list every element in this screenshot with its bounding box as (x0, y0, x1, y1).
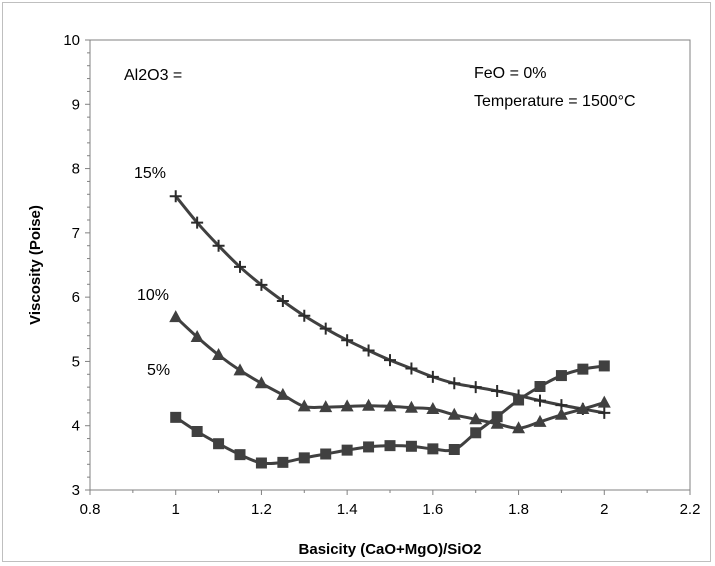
y-tick-label: 4 (72, 418, 80, 435)
data-point-square (534, 381, 546, 392)
data-point-triangle (490, 416, 504, 429)
annotation-temperature: Temperature = 1500°C (474, 93, 636, 110)
data-point-triangle (383, 399, 397, 412)
x-axis-title: Basicity (CaO+MgO)/SiO2 (299, 541, 482, 558)
data-point-triangle (340, 399, 354, 412)
data-point-triangle (554, 407, 568, 420)
x-tick-label: 1.8 (508, 501, 529, 518)
data-point-plus (255, 278, 268, 291)
data-point-square (427, 443, 439, 455)
axes: 0.8 1 1.2 1.4 1.6 1.8 2 2.2 3 4 5 6 7 8 9 10 (63, 32, 700, 518)
data-point-square (448, 444, 460, 455)
data-point-triangle (319, 400, 333, 413)
x-tick-label: 0.8 (80, 501, 101, 518)
x-tick-label: 1 (172, 501, 180, 518)
data-point-plus (234, 260, 246, 273)
data-point-triangle (426, 402, 440, 414)
data-point-triangle (233, 363, 247, 376)
data-point-plus (169, 190, 182, 203)
data-point-square (577, 363, 589, 375)
data-point-square (363, 441, 375, 453)
data-point-plus (405, 362, 418, 375)
series-line (174, 195, 605, 415)
y-tick-label: 3 (72, 482, 80, 499)
data-point-triangle (512, 421, 526, 434)
data-point-plus (191, 216, 204, 229)
y-tick-label: 6 (72, 289, 80, 306)
data-point-plus (469, 381, 482, 394)
data-point-triangle (469, 412, 483, 425)
x-tick-label: 1.6 (422, 501, 443, 518)
data-point-triangle (362, 398, 376, 411)
data-point-square (341, 444, 353, 456)
data-point-triangle (212, 348, 226, 360)
y-tick-label: 5 (72, 353, 80, 370)
data-point-square (320, 448, 332, 460)
data-point-square (513, 394, 525, 406)
annotation-feo: FeO = 0% (474, 65, 546, 82)
data-point-plus (298, 309, 311, 322)
data-point-square (170, 411, 182, 423)
data-point-triangle (447, 407, 461, 420)
data-point-plus (491, 385, 504, 397)
data-point-plus (276, 295, 289, 307)
data-point-triangle (404, 400, 418, 413)
data-point-square (470, 427, 482, 439)
data-point-plus (384, 354, 396, 367)
data-point-square (405, 440, 417, 452)
data-point-triangle (169, 310, 183, 323)
x-tick-label: 2 (600, 501, 608, 518)
series-label: 15% (134, 165, 166, 182)
data-point-triangle (276, 387, 290, 400)
data-point-square (384, 440, 396, 452)
data-point-plus (362, 344, 375, 357)
data-point-square (598, 360, 610, 372)
data-point-square (555, 370, 567, 382)
series-5pct: 5% (147, 360, 610, 469)
data-point-plus (319, 322, 332, 335)
x-tick-label: 2.2 (680, 501, 701, 518)
x-tick-label: 1.2 (251, 501, 272, 518)
y-axis-title: Viscosity (Poise) (27, 205, 44, 325)
annotation-al2o3: Al2O3 = (124, 67, 182, 84)
data-point-plus (448, 377, 461, 390)
data-point-triangle (254, 376, 268, 389)
data-point-plus (598, 406, 611, 419)
series-label: 10% (137, 287, 169, 304)
data-point-triangle (597, 395, 611, 408)
y-tick-label: 10 (63, 32, 80, 49)
data-point-plus (212, 239, 225, 252)
data-point-square (255, 457, 267, 469)
data-point-plus (534, 394, 546, 407)
data-point-square (491, 411, 503, 423)
x-tick-label: 1.4 (337, 501, 358, 518)
series-15pct: 15% (134, 165, 611, 419)
data-point-triangle (533, 414, 547, 427)
data-point-triangle (297, 399, 311, 412)
y-tick-label: 9 (72, 96, 80, 113)
y-tick-label: 7 (72, 225, 80, 242)
data-point-triangle (576, 402, 590, 414)
series-layer: 15% 10% 5% (134, 165, 611, 469)
data-point-square (234, 449, 246, 461)
data-point-square (213, 438, 225, 450)
y-tick-label: 8 (72, 161, 80, 178)
series-10pct: 10% (137, 287, 611, 434)
data-point-plus (341, 334, 354, 347)
data-point-square (277, 456, 289, 468)
data-point-triangle (190, 330, 204, 342)
annotations: Al2O3 = FeO = 0% Temperature = 1500°C (124, 65, 636, 110)
data-point-square (191, 426, 203, 437)
data-point-square (298, 452, 310, 464)
series-label: 5% (147, 362, 170, 379)
data-point-plus (426, 370, 439, 383)
